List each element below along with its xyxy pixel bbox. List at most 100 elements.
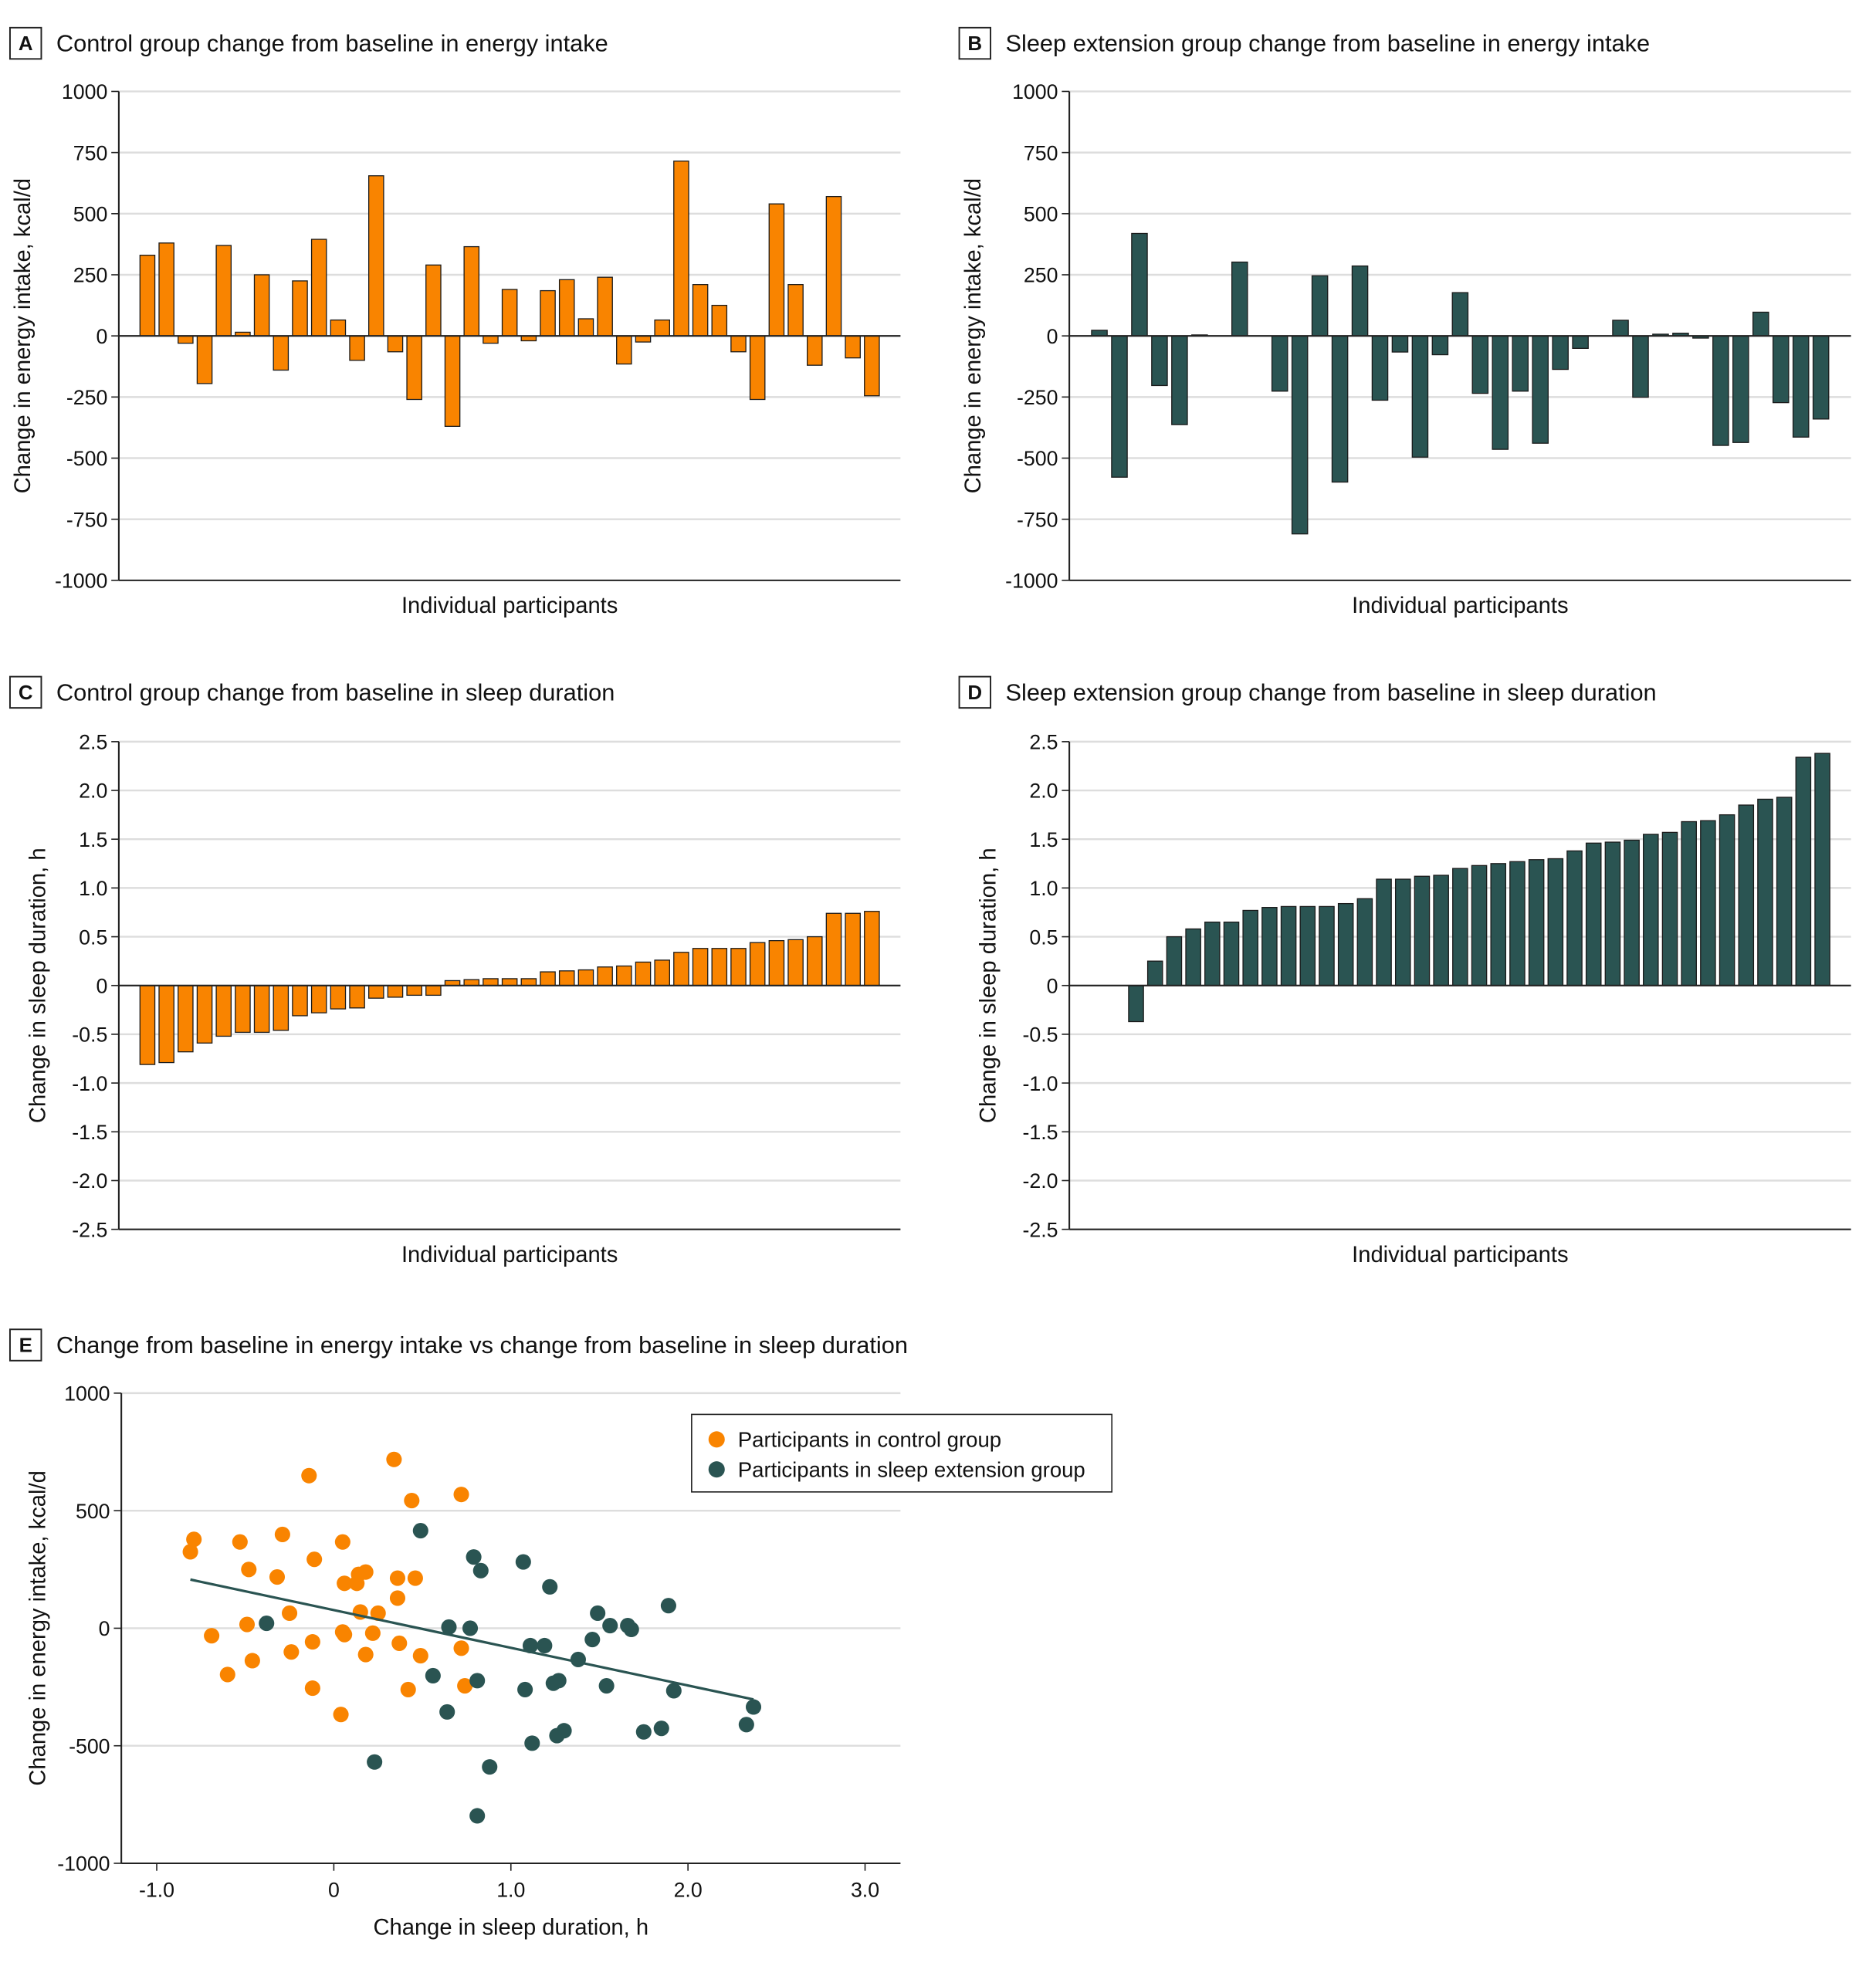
panel-badge [8,26,42,60]
bar [444,335,461,428]
scatter-point-control [370,1605,386,1621]
scatter-point-extension [660,1598,676,1614]
bar [1585,842,1602,986]
bar [1271,335,1288,392]
bar [406,985,422,996]
bar [616,335,632,365]
bar [1604,841,1621,986]
scatter-point-extension [524,1735,540,1751]
scatter-point-control [334,1534,350,1550]
scatter-point-extension [462,1620,479,1636]
bar [1512,335,1529,392]
bar [730,948,747,986]
scatter-point-extension [259,1616,275,1632]
bar [292,985,308,1017]
bar [1204,921,1221,986]
bar [1433,875,1449,986]
y-axis-label: Change in energy intake, kcal/d [11,178,36,493]
scatter-point-control [182,1544,198,1560]
bar [1351,265,1369,337]
y-tick-label: -250 [1017,386,1058,409]
bar [787,939,804,986]
panel-letter: E [19,1335,32,1356]
bar [1471,864,1488,986]
bar [730,335,747,353]
scatter-point-extension [517,1681,533,1697]
y-tick-label: 500 [73,203,108,226]
bar [1812,335,1830,420]
panel-letter: A [19,33,33,55]
scatter-point-extension [590,1605,606,1621]
bar [1532,335,1549,444]
panel-title: Change from baseline in energy intake vs… [56,1331,908,1358]
bar [139,985,156,1065]
panel-badge [958,675,992,709]
y-tick-label: 0.5 [1029,925,1058,949]
scatter-point-extension [745,1699,762,1715]
y-tick-label: 2.5 [1029,731,1058,754]
y-tick-label: -0.5 [1022,1024,1058,1047]
bar [577,318,594,337]
y-tick-label: 1000 [64,1382,110,1406]
y-tick-label: -500 [69,1734,110,1758]
bar [1319,905,1335,986]
scatter-point-control [244,1653,260,1669]
bar [711,304,728,337]
bar [1814,753,1830,986]
y-tick-label: -0.5 [72,1024,107,1047]
legend-label: Participants in sleep extension group [738,1457,1085,1481]
y-tick-label: 0 [1047,974,1058,997]
bar [845,912,861,986]
panel-badge [8,1328,42,1362]
bar [825,195,842,337]
bar [1185,928,1201,986]
bar [368,175,384,337]
bar [749,335,766,401]
bar [1171,335,1188,425]
scatter-point-control [337,1626,353,1643]
y-tick-label: 0.5 [79,925,107,949]
bar [292,280,308,337]
bar [1371,335,1389,401]
bar [1752,311,1769,337]
bar [330,319,347,337]
bar [558,279,575,337]
bar [749,942,766,986]
scatter-point-control [304,1680,320,1697]
bar [1732,335,1749,443]
x-axis-label: Individual participants [1352,594,1568,618]
bar [483,335,499,344]
bar [158,242,174,337]
bar [310,239,327,337]
scatter-point-control [400,1681,416,1697]
scatter-point-control [389,1570,406,1586]
y-tick-label: 250 [73,264,108,287]
panel-letter: C [19,682,33,704]
bar [1356,898,1373,986]
scatter-point-extension [738,1717,754,1733]
bar [196,985,213,1044]
bar [1795,756,1812,986]
x-tick-label: 2.0 [674,1879,703,1902]
scatter-point-extension [469,1673,486,1689]
x-tick-label: 1.0 [496,1879,525,1902]
panel-a: A Control group change from baseline in e… [8,26,901,618]
bar [1792,335,1810,438]
y-tick-label: 1.0 [79,877,107,900]
bar [540,971,556,986]
bar [635,961,652,986]
bar [1738,804,1755,986]
y-tick-label: -500 [1017,447,1058,470]
y-tick-label: -2.0 [1022,1169,1058,1193]
bar [1331,335,1349,483]
bar [768,939,785,986]
bar [387,335,404,353]
bar [845,335,861,359]
scatter-point-control [333,1707,349,1723]
x-axis-label: Change in sleep duration, h [373,1915,648,1940]
panel-title: Sleep extension group change from baseli… [1005,30,1650,57]
bar [692,284,709,337]
panel-title: Control group change from baseline in en… [56,30,608,57]
scatter-point-control [404,1493,420,1509]
